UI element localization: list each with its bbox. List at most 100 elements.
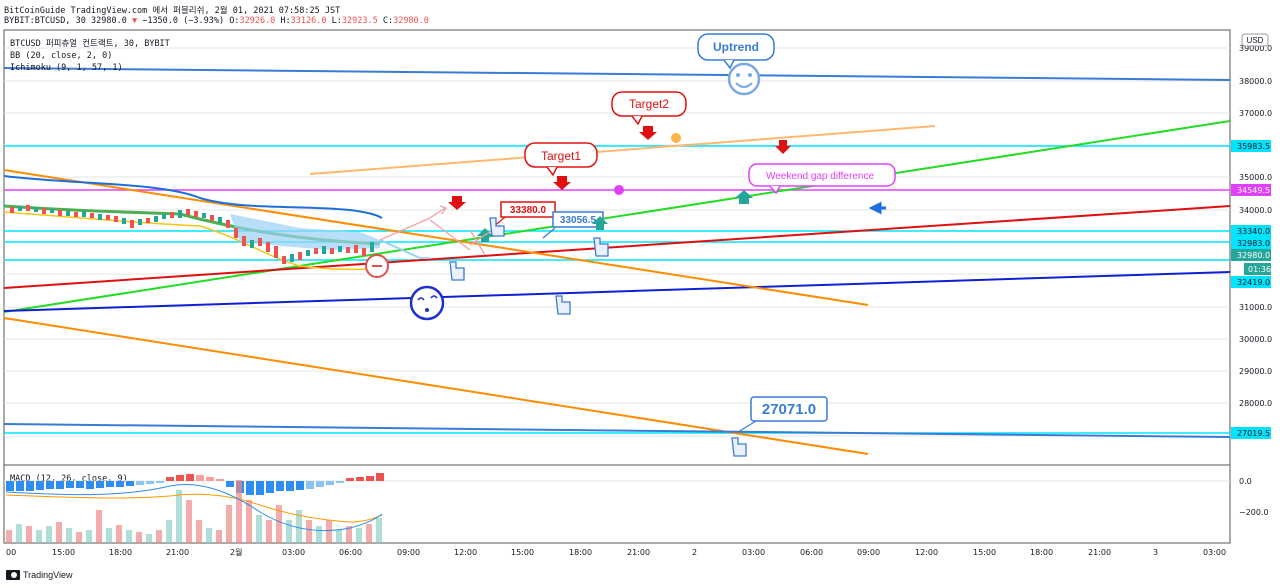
ohlc-open: 32926.0 bbox=[239, 16, 276, 26]
svg-text:3: 3 bbox=[1153, 548, 1158, 557]
price-tags: 35983.5 34549.5 33340.0 32983.0 32980.0 … bbox=[1231, 140, 1271, 439]
trend-lines[interactable] bbox=[3, 67, 1231, 455]
svg-text:32419.0: 32419.0 bbox=[1237, 278, 1270, 287]
tradingview-brand: TradingView bbox=[23, 570, 73, 580]
pointer-hand-icon bbox=[731, 437, 747, 457]
dizzy-face-icon bbox=[409, 285, 445, 321]
ohlc-open-label: O: bbox=[229, 16, 240, 26]
svg-text:29000.0: 29000.0 bbox=[1239, 367, 1272, 376]
weekend-gap-callout[interactable]: Weekend gap difference bbox=[748, 163, 896, 195]
volume-bars bbox=[6, 480, 382, 543]
legend-macd: MACD (12, 26, close, 9) bbox=[10, 474, 128, 484]
publish-header: BitCoinGuide TradingView.com 에서 퍼블리쉬, 2월… bbox=[4, 6, 341, 16]
pointer-hand-icon bbox=[489, 217, 505, 237]
chart-canvas[interactable]: BTCUSD 퍼피츄얼 컨트랙트, 30, BYBIT BB (20, clos… bbox=[0, 0, 1280, 566]
svg-text:2: 2 bbox=[692, 548, 697, 557]
svg-text:06:00: 06:00 bbox=[339, 548, 362, 557]
svg-text:27019.5: 27019.5 bbox=[1237, 429, 1270, 438]
svg-text:34549.5: 34549.5 bbox=[1237, 186, 1270, 195]
svg-text:18:00: 18:00 bbox=[109, 548, 132, 557]
price-label-33380[interactable]: 33380.0 bbox=[491, 201, 556, 229]
pointer-hand-icon bbox=[449, 261, 465, 281]
indicator-bands bbox=[3, 175, 430, 271]
svg-text:03:00: 03:00 bbox=[1203, 548, 1226, 557]
svg-text:03:00: 03:00 bbox=[282, 548, 305, 557]
svg-text:2월: 2월 bbox=[230, 547, 242, 557]
ohlc-high-label: H: bbox=[280, 16, 291, 26]
legend-ichimoku: Ichimoku (9, 1, 57, 1) bbox=[10, 63, 123, 73]
svg-text:21:00: 21:00 bbox=[627, 548, 650, 557]
svg-text:12:00: 12:00 bbox=[915, 548, 938, 557]
cat-emoji-icon bbox=[614, 185, 624, 195]
ohlc-high: 33126.0 bbox=[290, 16, 327, 26]
svg-text:31000.0: 31000.0 bbox=[1239, 303, 1272, 312]
ohlc-low: 32923.5 bbox=[341, 16, 378, 26]
macd-axis: 0.0 −200.0 bbox=[1239, 477, 1269, 517]
svg-text:00: 00 bbox=[6, 548, 16, 557]
svg-text:0.0: 0.0 bbox=[1239, 477, 1252, 486]
svg-text:18:00: 18:00 bbox=[1030, 548, 1053, 557]
svg-text:35983.5: 35983.5 bbox=[1237, 142, 1270, 151]
price-label-33380-text: 33380.0 bbox=[510, 205, 547, 216]
svg-text:01:36: 01:36 bbox=[1248, 265, 1271, 274]
svg-text:35000.0: 35000.0 bbox=[1239, 173, 1272, 182]
svg-text:32983.0: 32983.0 bbox=[1237, 239, 1270, 248]
svg-text:−200.0: −200.0 bbox=[1239, 508, 1269, 517]
pointer-hand-icon bbox=[593, 237, 609, 257]
uptrend-callout[interactable]: Uptrend bbox=[697, 33, 775, 70]
svg-text:12:00: 12:00 bbox=[454, 548, 477, 557]
svg-text:37000.0: 37000.0 bbox=[1239, 109, 1272, 118]
down-arrow-marker-icon bbox=[775, 140, 791, 154]
target2-callout[interactable]: Target2 bbox=[611, 91, 687, 126]
ohlc-close-label: C: bbox=[382, 16, 394, 26]
pointer-hand-icon bbox=[555, 295, 571, 315]
cat-emoji-icon bbox=[671, 133, 681, 143]
down-arrow-marker-icon bbox=[448, 196, 466, 210]
svg-text:32980.0: 32980.0 bbox=[1237, 251, 1270, 260]
svg-text:03:00: 03:00 bbox=[742, 548, 765, 557]
smile-icon bbox=[727, 62, 761, 96]
svg-text:15:00: 15:00 bbox=[511, 548, 534, 557]
currency-button[interactable]: USD bbox=[1241, 33, 1269, 47]
up-arrow-marker-icon bbox=[735, 190, 753, 204]
svg-text:30000.0: 30000.0 bbox=[1239, 335, 1272, 344]
price-change: −1350.0 (−3.93%) bbox=[142, 16, 225, 26]
svg-text:33340.0: 33340.0 bbox=[1237, 227, 1270, 236]
svg-text:21:00: 21:00 bbox=[166, 548, 189, 557]
svg-text:38000.0: 38000.0 bbox=[1239, 77, 1272, 86]
svg-text:39000.0: 39000.0 bbox=[1239, 44, 1272, 53]
price-label-33056-text: 33056.5 bbox=[560, 215, 597, 226]
macd-signal-line bbox=[5, 493, 383, 523]
target2-label: Target2 bbox=[629, 97, 669, 111]
target1-callout[interactable]: Target1 bbox=[524, 142, 598, 177]
symbol-price: BYBIT:BTCUSD, 30 32980.0 bbox=[4, 16, 127, 26]
down-arrow-marker-icon bbox=[553, 176, 571, 190]
svg-text:15:00: 15:00 bbox=[52, 548, 75, 557]
down-arrow-icon: ▼ bbox=[131, 16, 138, 26]
down-arrow-marker-icon bbox=[639, 126, 657, 140]
uptrend-label: Uptrend bbox=[713, 40, 759, 54]
svg-text:21:00: 21:00 bbox=[1088, 548, 1111, 557]
svg-text:09:00: 09:00 bbox=[397, 548, 420, 557]
tradingview-logo[interactable]: TradingView bbox=[6, 570, 73, 580]
symbol-ohlc-header: BYBIT:BTCUSD, 30 32980.0 ▼ −1350.0 (−3.9… bbox=[4, 16, 429, 26]
svg-text:USD: USD bbox=[1247, 36, 1264, 45]
legend-symbol: BTCUSD 퍼피츄얼 컨트랙트, 30, BYBIT bbox=[10, 38, 170, 49]
svg-text:18:00: 18:00 bbox=[569, 548, 592, 557]
weekend-gap-label: Weekend gap difference bbox=[766, 171, 874, 182]
macd-line bbox=[5, 483, 383, 532]
svg-text:34000.0: 34000.0 bbox=[1239, 206, 1272, 215]
svg-text:15:00: 15:00 bbox=[973, 548, 996, 557]
candles bbox=[10, 205, 374, 264]
price-label-27071[interactable]: 27071.0 bbox=[737, 396, 828, 433]
up-arrow-marker-icon bbox=[592, 216, 608, 230]
price-label-27071-text: 27071.0 bbox=[762, 401, 816, 418]
left-arrow-marker-icon bbox=[868, 201, 886, 215]
svg-text:28000.0: 28000.0 bbox=[1239, 399, 1272, 408]
time-axis[interactable]: 00 15:00 18:00 21:00 2월 03:00 06:00 09:0… bbox=[6, 547, 1226, 557]
price-axis[interactable]: 39000.0 38000.0 37000.0 35000.0 34000.0 … bbox=[1239, 44, 1272, 408]
legend-bb: BB (20, close, 2, 0) bbox=[10, 51, 112, 61]
svg-text:06:00: 06:00 bbox=[800, 548, 823, 557]
svg-text:09:00: 09:00 bbox=[857, 548, 880, 557]
tradingview-logo-icon bbox=[6, 570, 20, 580]
